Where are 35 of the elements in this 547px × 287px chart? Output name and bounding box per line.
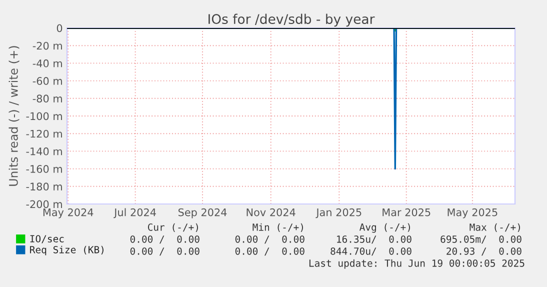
text: 20.93 / 0.00 xyxy=(446,247,522,256)
y-tick-label: -100 m xyxy=(26,112,62,120)
y-tick-label: -20 m xyxy=(32,42,62,50)
y-tick-label: -140 m xyxy=(26,147,62,156)
text: 0.00 / 0.00 xyxy=(130,235,200,244)
x-tick-label: Jan 2025 xyxy=(316,208,362,218)
y-axis-title: Units read (-) / write (+) xyxy=(8,46,20,186)
y-tick-label: -40 m xyxy=(32,59,62,68)
legend-label: IO/sec xyxy=(30,235,64,244)
x-tick-label: Nov 2024 xyxy=(246,208,296,216)
text: 0.00 / 0.00 xyxy=(130,247,200,256)
chart-title: IOs for /dev/sdb - by year xyxy=(208,14,375,27)
y-tick-label: -120 m xyxy=(26,130,62,138)
text: Avg (-/+) xyxy=(360,223,410,233)
y-tick-label: -180 m xyxy=(26,182,62,191)
text: 695.05m/ 0.00 xyxy=(440,235,522,244)
y-tick-label: 0 xyxy=(56,24,62,32)
text: 0.00 / 0.00 xyxy=(235,235,304,244)
text: Min (-/+) xyxy=(252,223,303,232)
text: 0.00 / 0.00 xyxy=(235,247,304,256)
legend-label: Req Size (KB) xyxy=(30,246,104,256)
x-tick-label: May 2024 xyxy=(43,208,94,218)
text: Max (-/+) xyxy=(470,223,520,232)
x-tick-label: Mar 2025 xyxy=(382,208,430,216)
y-tick-label: -200 m xyxy=(26,200,62,208)
y-tick-label: -160 m xyxy=(26,165,62,173)
x-tick-label: Jul 2024 xyxy=(114,208,156,218)
text: Cur (-/+) xyxy=(148,223,198,232)
y-tick-label: -80 m xyxy=(32,94,62,103)
x-tick-label: May 2025 xyxy=(448,208,498,218)
text: 844.70u/ 0.00 xyxy=(330,247,412,256)
x-tick-label: Sep 2024 xyxy=(178,208,227,218)
text: Last update: Thu Jun 19 00:00:05 2025 xyxy=(309,259,524,269)
y-tick-label: -60 m xyxy=(32,77,62,85)
text: 16.35u/ 0.00 xyxy=(337,235,412,244)
